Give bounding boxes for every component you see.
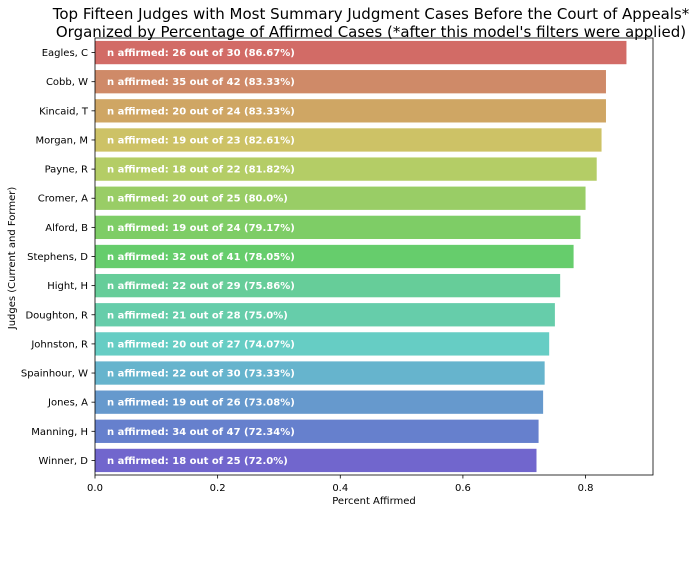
bar-label: n affirmed: 26 out of 30 (86.67%) xyxy=(107,48,295,59)
bar xyxy=(95,332,550,356)
x-axis-label: Percent Affirmed xyxy=(332,496,416,507)
bar xyxy=(95,448,537,473)
bar xyxy=(95,390,544,414)
bar-label: n affirmed: 34 out of 47 (72.34%) xyxy=(107,427,295,438)
y-tick-label: Cobb, W xyxy=(46,77,88,88)
bar xyxy=(95,273,561,298)
bar-label: n affirmed: 18 out of 25 (72.0%) xyxy=(107,456,288,467)
y-tick-label: Spainhour, W xyxy=(21,369,88,380)
bar xyxy=(95,128,602,152)
y-tick-label: Winner, D xyxy=(39,456,89,467)
x-tick-label: 0.0 xyxy=(87,483,103,494)
y-tick-label: Eagles, C xyxy=(42,48,88,59)
bar-label: n affirmed: 35 out of 42 (83.33%) xyxy=(107,77,295,88)
bar-label: n affirmed: 20 out of 27 (74.07%) xyxy=(107,339,295,350)
bar xyxy=(95,157,597,181)
x-tick-label: 0.8 xyxy=(578,483,594,494)
y-tick-label: Morgan, M xyxy=(36,135,88,146)
bar xyxy=(95,244,574,269)
bar xyxy=(95,303,555,327)
axes-layer: Eagles, C Cobb, W Kincaid, T Morgan, M Payne… xyxy=(21,37,654,494)
bar-label: n affirmed: 20 out of 24 (83.33%) xyxy=(107,106,295,117)
x-tick-label: 0.6 xyxy=(455,483,471,494)
y-tick-label: Payne, R xyxy=(45,165,88,176)
y-tick-label: Alford, B xyxy=(45,223,88,234)
plot-frame xyxy=(94,37,654,476)
x-tick-label: 0.4 xyxy=(332,483,348,494)
bar xyxy=(95,419,539,443)
bar xyxy=(95,40,627,65)
y-tick-label: Doughton, R xyxy=(25,310,88,321)
y-tick-label: Hight, H xyxy=(47,281,88,292)
bar-label: n affirmed: 21 out of 28 (75.0%) xyxy=(107,310,288,321)
x-tick-label: 0.2 xyxy=(210,483,226,494)
bar xyxy=(95,215,581,240)
bar xyxy=(95,99,606,123)
y-tick-label: Manning, H xyxy=(31,427,88,438)
bar xyxy=(95,186,586,210)
bar xyxy=(95,70,606,94)
chart-title-line1: Top Fifteen Judges with Most Summary Jud… xyxy=(52,5,690,23)
y-tick-label: Kincaid, T xyxy=(39,106,89,117)
bar-label: n affirmed: 19 out of 26 (73.08%) xyxy=(107,398,295,409)
bar-label: n affirmed: 20 out of 25 (80.0%) xyxy=(107,194,288,205)
bar-label: n affirmed: 19 out of 24 (79.17%) xyxy=(107,223,295,234)
y-tick-label: Cromer, A xyxy=(38,194,88,205)
bar-label: n affirmed: 18 out of 22 (81.82%) xyxy=(107,165,295,176)
bar-label: n affirmed: 19 out of 23 (82.61%) xyxy=(107,135,295,146)
bar-label: n affirmed: 32 out of 41 (78.05%) xyxy=(107,252,295,263)
y-tick-label: Johnston, R xyxy=(30,339,88,350)
bar-label: n affirmed: 22 out of 30 (73.33%) xyxy=(107,369,295,380)
y-axis-label: Judges (Current and Former) xyxy=(7,187,18,331)
y-tick-label: Jones, A xyxy=(47,398,88,409)
bar-label: n affirmed: 22 out of 29 (75.86%) xyxy=(107,281,295,292)
bar xyxy=(95,361,545,385)
y-tick-label: Stephens, D xyxy=(27,252,88,263)
chart-title-line2: Organized by Percentage of Affirmed Case… xyxy=(56,23,686,41)
bars-layer: n affirmed: 26 out of 30 (86.67%) n affir… xyxy=(95,40,627,473)
